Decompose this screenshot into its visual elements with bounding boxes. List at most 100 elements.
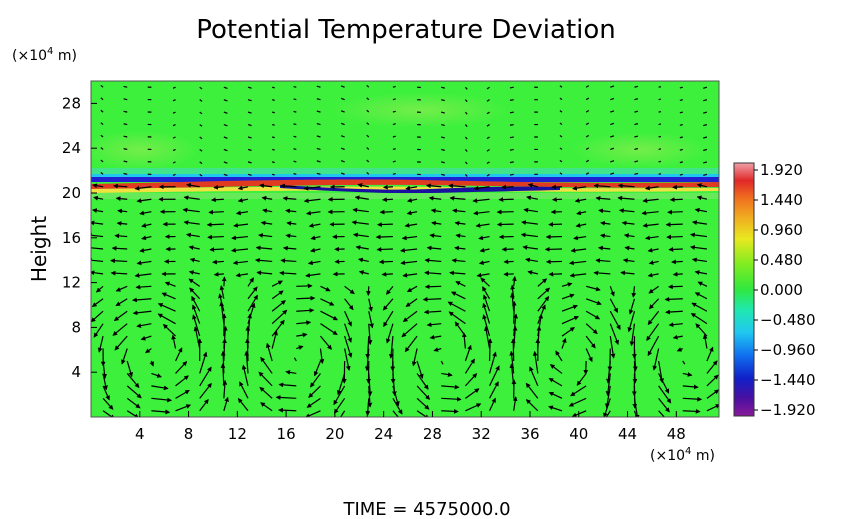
wind-arrow bbox=[548, 405, 563, 412]
wind-arrow bbox=[303, 185, 321, 191]
band-halo bbox=[91, 168, 719, 176]
wind-arrow bbox=[333, 397, 346, 414]
wind-arrow bbox=[658, 86, 662, 88]
wind-arrow bbox=[400, 247, 418, 253]
wind-arrow bbox=[464, 149, 468, 152]
wind-arrow bbox=[642, 223, 659, 228]
wind-arrow bbox=[123, 135, 128, 138]
wind-arrow bbox=[172, 136, 176, 139]
wind-arrow bbox=[285, 208, 297, 214]
wind-arrow bbox=[340, 147, 345, 151]
wind-arrow bbox=[634, 160, 639, 163]
wind-arrow bbox=[666, 234, 683, 240]
wind-arrow bbox=[509, 173, 514, 176]
wind-arrow bbox=[521, 220, 538, 225]
wind-arrow bbox=[286, 221, 297, 226]
wind-arrow bbox=[271, 319, 285, 337]
wind-arrow bbox=[172, 161, 176, 164]
wind-arrow bbox=[610, 97, 615, 101]
wind-arrow bbox=[111, 245, 128, 251]
wind-arrow bbox=[366, 147, 370, 150]
wind-arrow bbox=[448, 311, 466, 325]
wind-arrow bbox=[232, 260, 249, 266]
wind-arrow bbox=[304, 410, 321, 417]
wind-arrow bbox=[367, 385, 373, 408]
wind-arrow bbox=[695, 323, 708, 337]
wind-arrow bbox=[261, 195, 273, 201]
wind-arrow bbox=[247, 111, 252, 114]
wind-arrow bbox=[296, 320, 312, 326]
wind-arrow bbox=[452, 208, 466, 214]
wind-arrow bbox=[424, 258, 442, 263]
wind-arrow bbox=[189, 287, 201, 300]
wind-arrow bbox=[199, 366, 212, 387]
wind-arrow bbox=[679, 123, 683, 126]
wind-arrow bbox=[569, 272, 587, 278]
wind-arrow bbox=[222, 325, 228, 349]
wind-arrow bbox=[703, 86, 708, 89]
band-deep-blue bbox=[280, 185, 560, 194]
wind-arrow bbox=[585, 335, 596, 349]
wind-arrow bbox=[696, 183, 708, 188]
wind-arrow bbox=[658, 110, 662, 113]
plot-area bbox=[91, 81, 719, 417]
wind-arrow bbox=[366, 172, 370, 175]
wind-arrow bbox=[310, 235, 321, 241]
wind-arrow bbox=[627, 311, 636, 333]
wind-arrow bbox=[402, 272, 418, 278]
wind-arrow bbox=[123, 123, 128, 126]
wind-arrow bbox=[222, 379, 228, 399]
wind-arrow bbox=[213, 271, 224, 277]
wind-arrow bbox=[628, 298, 636, 315]
wind-arrow bbox=[339, 410, 346, 417]
wind-arrow bbox=[617, 183, 635, 189]
y-tick-label: 4 bbox=[71, 363, 81, 381]
wind-arrow bbox=[706, 389, 719, 399]
wind-arrow bbox=[480, 277, 490, 287]
wind-arrow bbox=[610, 147, 615, 151]
wind-arrow bbox=[441, 161, 445, 164]
wind-arrow bbox=[549, 364, 563, 374]
wind-arrow bbox=[279, 270, 297, 276]
wind-arrow bbox=[527, 183, 538, 188]
wind-arrow bbox=[237, 398, 249, 412]
wind-arrow bbox=[703, 173, 708, 176]
wind-arrow bbox=[123, 148, 128, 151]
y-tick-label: 28 bbox=[62, 94, 81, 112]
wind-arrow bbox=[134, 185, 152, 191]
wind-arrow bbox=[648, 298, 660, 310]
wind-arrow bbox=[199, 351, 208, 374]
wind-arrow bbox=[93, 323, 104, 338]
wind-arrow bbox=[308, 385, 321, 398]
wind-arrow bbox=[646, 323, 660, 341]
wind-arrow bbox=[585, 97, 590, 101]
wind-arrow bbox=[340, 172, 345, 175]
wind-arrow bbox=[703, 148, 708, 152]
wind-arrow bbox=[237, 197, 249, 203]
wind-arrow bbox=[135, 284, 152, 290]
wind-arrow bbox=[199, 136, 203, 140]
wind-arrow bbox=[241, 364, 249, 387]
wind-arrow bbox=[308, 223, 321, 228]
wind-arrow bbox=[188, 270, 200, 275]
wind-arrow bbox=[392, 160, 396, 163]
wind-arrow bbox=[600, 233, 611, 239]
wind-arrow bbox=[199, 398, 209, 412]
wind-arrow bbox=[482, 314, 491, 337]
x-tick-label: 44 bbox=[618, 425, 637, 443]
wind-arrow bbox=[223, 86, 228, 90]
wind-arrow bbox=[441, 111, 445, 114]
wind-arrow bbox=[679, 99, 683, 101]
wind-arrow bbox=[92, 208, 104, 213]
wind-arrow bbox=[293, 98, 297, 101]
wind-arrow bbox=[377, 222, 393, 227]
wind-arrow bbox=[440, 360, 444, 365]
wind-arrow bbox=[357, 183, 369, 188]
wind-arrow bbox=[679, 173, 683, 176]
wind-arrow bbox=[392, 123, 396, 126]
wind-arrow bbox=[307, 260, 321, 266]
wind-arrow bbox=[464, 136, 468, 140]
wind-arrow bbox=[172, 124, 176, 127]
wind-arrow bbox=[218, 293, 225, 312]
wind-arrow bbox=[151, 409, 171, 415]
